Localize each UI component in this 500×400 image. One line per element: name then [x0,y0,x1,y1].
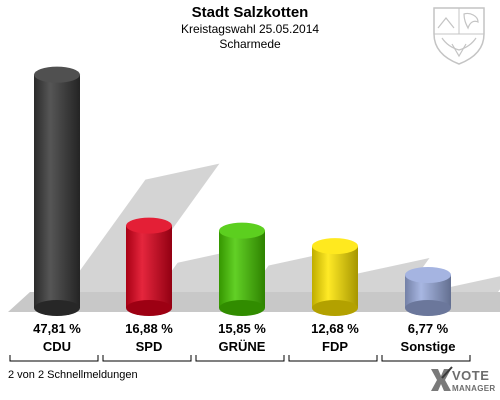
bar-top [312,238,358,255]
bar [34,74,80,309]
value-label: 15,85 % [218,321,266,336]
category-tick [102,355,192,362]
category-label: GRÜNE [219,339,266,354]
nrw-coat-of-arms-icon [433,7,485,65]
bar [312,246,358,308]
category-tick [9,355,99,362]
value-label: 6,77 % [408,321,449,336]
value-label: 47,81 % [33,321,81,336]
category-label: SPD [136,339,163,354]
category-label: Sonstige [401,339,456,354]
status-text: 2 von 2 Schnellmeldungen [8,369,138,381]
vote-manager-logo: VOTE MANAGER [428,365,498,397]
chart-subtitle: Kreistagswahl 25.05.2014 [180,22,320,36]
chart-district: Scharmede [219,37,281,51]
logo-text-manager: MANAGER [452,384,496,393]
value-label: 16,88 % [125,321,173,336]
category-tick [381,355,471,362]
bar-bottom [405,300,451,316]
bar-bottom [219,300,265,316]
bar [126,225,172,308]
bar-bottom [312,300,358,316]
category-tick [288,355,378,362]
vote-manager-x-icon [431,366,453,391]
category-label: FDP [322,339,348,354]
bar [219,230,265,308]
bar-bottom [34,300,80,316]
bar-top [219,222,265,239]
value-label: 12,68 % [311,321,359,336]
bar-top [34,66,80,83]
chart-header: Stadt Salzkotten Kreistagswahl 25.05.201… [0,4,500,52]
category-tick [195,355,285,362]
chart-title: Stadt Salzkotten [191,4,309,21]
bar-top [405,266,451,283]
category-label: CDU [43,339,71,354]
bar-top [126,217,172,234]
bar-bottom [126,300,172,316]
logo-text-vote: VOTE [452,368,490,383]
